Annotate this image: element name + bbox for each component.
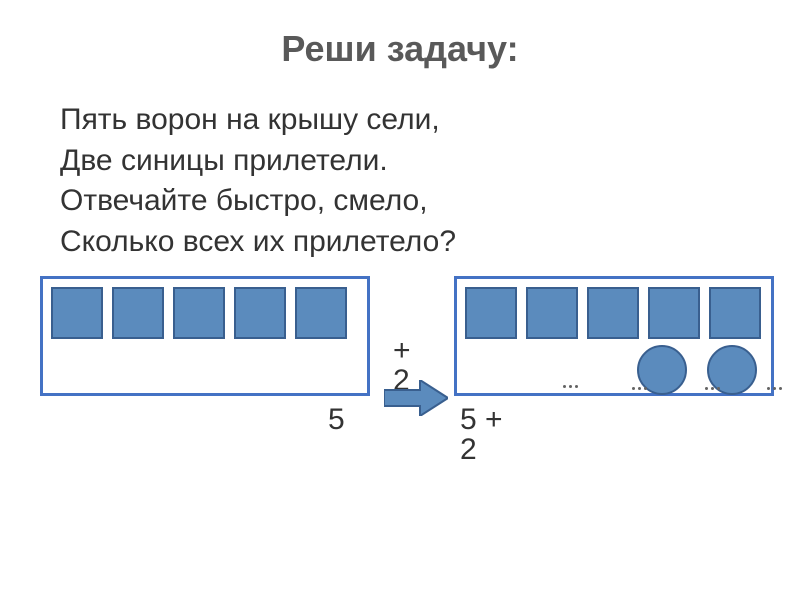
square <box>648 287 700 339</box>
square <box>526 287 578 339</box>
diagram: + 2 5 5 + 2 <box>0 276 800 506</box>
square <box>112 287 164 339</box>
right-squares-row <box>457 279 771 347</box>
square <box>295 287 347 339</box>
poem-block: Пять ворон на крышу сели, Две синицы при… <box>60 100 800 262</box>
dot-group <box>767 387 782 390</box>
right-label-line1: 5 + <box>460 405 503 435</box>
poem-line-4: Сколько всех их прилетело? <box>60 222 800 263</box>
right-box-label: 5 + 2 <box>460 405 503 465</box>
dot-group <box>705 387 720 390</box>
left-box <box>40 276 370 396</box>
arrow-icon <box>384 380 448 421</box>
square <box>465 287 517 339</box>
poem-line-2: Две синицы прилетели. <box>60 141 800 182</box>
right-box <box>454 276 774 396</box>
square <box>173 287 225 339</box>
page-title: Реши задачу: <box>0 28 800 70</box>
left-box-label: 5 <box>328 405 345 435</box>
dot-group <box>563 385 578 388</box>
operator-line1: + <box>393 336 433 366</box>
left-squares-row <box>43 279 367 347</box>
square <box>234 287 286 339</box>
square <box>587 287 639 339</box>
slide: Реши задачу: Пять ворон на крышу сели, Д… <box>0 28 800 600</box>
square <box>51 287 103 339</box>
right-label-line2: 2 <box>460 435 503 465</box>
poem-line-3: Отвечайте быстро, смело, <box>60 181 800 222</box>
square <box>709 287 761 339</box>
dot-group <box>632 387 647 390</box>
right-circles-row <box>637 345 757 395</box>
poem-line-1: Пять ворон на крышу сели, <box>60 100 800 141</box>
